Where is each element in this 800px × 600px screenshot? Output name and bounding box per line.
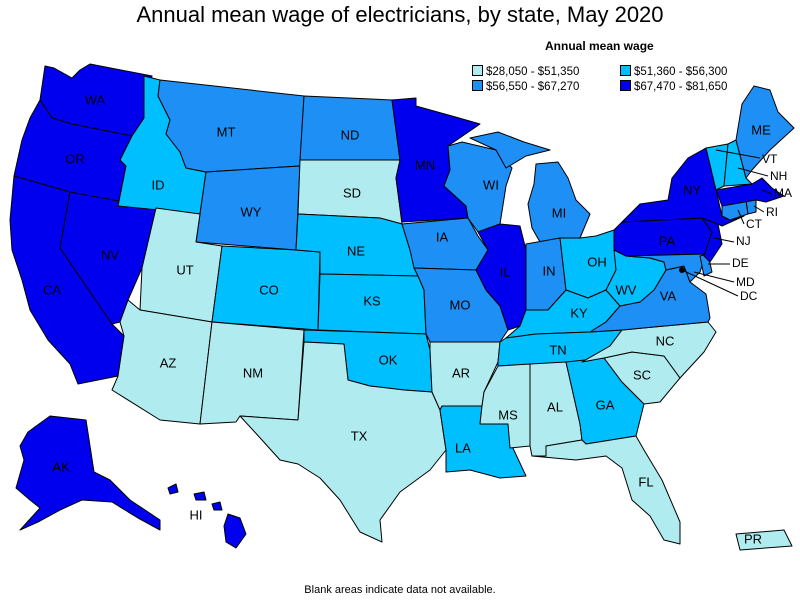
legend-swatch-4 (620, 80, 631, 91)
label-NH: NH (770, 169, 787, 183)
label-KS: KS (363, 293, 381, 308)
label-MS: MS (498, 407, 518, 422)
label-PR: PR (744, 531, 762, 546)
label-NC: NC (656, 333, 675, 348)
state-NC (581, 321, 717, 379)
state-MA (715, 177, 785, 207)
leader-MA (761, 189, 773, 195)
state-HI (167, 483, 247, 549)
leader-DC (681, 269, 739, 297)
label-RI: RI (766, 205, 778, 219)
map-title: Annual mean wage of electricians, by sta… (136, 2, 664, 27)
state-FL (531, 435, 681, 545)
label-FL: FL (638, 474, 653, 489)
label-TX: TX (351, 428, 368, 443)
leader-CT (737, 209, 745, 225)
label-IA: IA (436, 229, 449, 244)
label-DC: DC (740, 289, 758, 303)
label-KY: KY (570, 305, 588, 320)
legend-title: Annual mean wage (545, 39, 654, 53)
label-NE: NE (347, 243, 365, 258)
label-AK: AK (52, 459, 70, 474)
legend-label-2: $51,360 - $56,300 (634, 66, 728, 78)
legend-item-2: $51,360 - $56,300 (620, 65, 727, 78)
legend-item-4: $67,470 - $81,650 (620, 80, 727, 93)
label-IN: IN (543, 263, 556, 278)
label-WI: WI (483, 177, 499, 192)
state-AK (15, 415, 161, 531)
leader-RI (753, 205, 765, 213)
label-CT: CT (746, 217, 763, 231)
label-NY: NY (683, 182, 701, 197)
state-PR (735, 529, 793, 551)
label-CO: CO (259, 282, 279, 297)
state-NY (621, 147, 745, 227)
label-CA: CA (43, 282, 61, 297)
label-WV: WV (616, 282, 637, 297)
label-HI: HI (190, 507, 203, 522)
label-IL: IL (500, 264, 511, 279)
label-VA: VA (660, 288, 677, 303)
label-GA: GA (596, 397, 615, 412)
legend-label-4: $67,470 - $81,650 (634, 81, 728, 93)
label-TN: TN (549, 342, 566, 357)
label-MN: MN (415, 157, 435, 172)
state-ME (735, 85, 795, 179)
label-ME: ME (751, 122, 771, 137)
label-AL: AL (547, 399, 563, 414)
label-AZ: AZ (160, 355, 177, 370)
label-MO: MO (450, 297, 471, 312)
label-UT: UT (176, 262, 193, 277)
state-IL (475, 223, 527, 331)
legend-swatch-1 (472, 65, 483, 76)
label-OR: OR (65, 151, 85, 166)
label-OH: OH (587, 254, 607, 269)
legend-item-3: $56,550 - $67,270 (472, 80, 579, 93)
label-PA: PA (659, 233, 676, 248)
label-SC: SC (633, 367, 651, 382)
label-DE: DE (732, 256, 749, 270)
label-MA: MA (774, 186, 792, 200)
legend-swatch-3 (472, 80, 483, 91)
leader-MD (693, 271, 735, 283)
state-TX (239, 341, 447, 543)
label-NJ: NJ (736, 234, 751, 248)
label-MD: MD (736, 275, 755, 289)
label-WA: WA (85, 92, 106, 107)
legend-label-3: $56,550 - $67,270 (486, 81, 580, 93)
legend-label-1: $28,050 - $51,350 (486, 66, 580, 78)
label-MT: MT (217, 124, 236, 139)
dc-marker (679, 267, 685, 273)
legend-swatch-2 (620, 65, 631, 76)
label-OK: OK (379, 352, 398, 367)
label-WY: WY (241, 204, 262, 219)
label-LA: LA (455, 440, 471, 455)
leader-VT (715, 149, 761, 159)
label-NV: NV (101, 247, 119, 262)
label-AR: AR (452, 365, 470, 380)
legend-item-1: $28,050 - $51,350 (472, 65, 579, 78)
label-VT: VT (762, 152, 778, 166)
state-RI (745, 199, 757, 215)
state-MD (625, 253, 707, 283)
label-NM: NM (243, 365, 263, 380)
leader-NJ (713, 237, 735, 243)
footnote: Blank areas indicate data not available. (304, 584, 496, 596)
label-ID: ID (152, 177, 165, 192)
label-ND: ND (341, 127, 360, 142)
leader-NH (737, 167, 769, 177)
label-SD: SD (343, 185, 361, 200)
label-MI: MI (552, 205, 566, 220)
